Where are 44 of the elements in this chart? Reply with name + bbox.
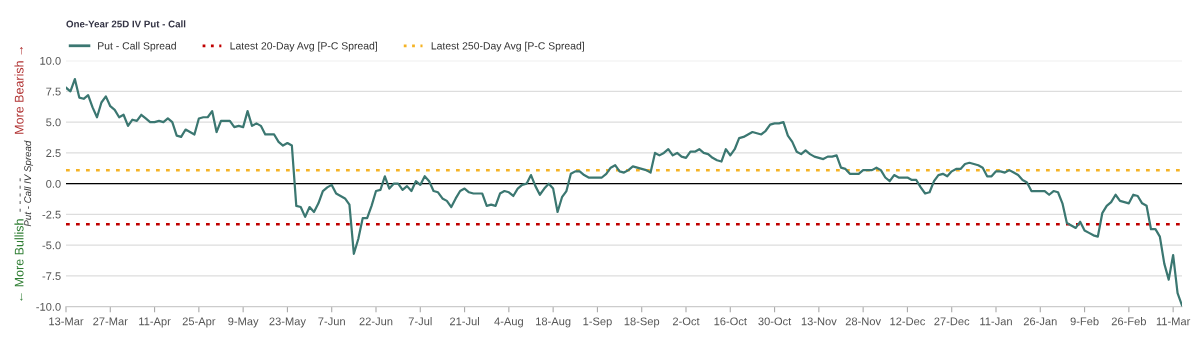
x-tick-label: 28-Nov <box>845 317 882 326</box>
x-tick-label: 16-Oct <box>714 317 747 326</box>
y-tick-label: 7.5 <box>46 87 61 96</box>
text: - - - - - <box>19 178 21 212</box>
x-tick-label: 11-Jan <box>980 317 1012 326</box>
y-tick-label: 5.0 <box>46 118 61 127</box>
y-tick-label: 2.5 <box>46 149 61 158</box>
y-tick-label: -2.5 <box>42 210 61 219</box>
x-tick-label: 13-Nov <box>801 317 837 326</box>
legend-label: Put - Call Spread <box>98 41 176 52</box>
y-tick-label: -7.5 <box>42 272 61 281</box>
x-tick-label: 18-Aug <box>536 317 571 328</box>
y-axis-title: Put - Call IV Spread <box>23 140 34 227</box>
x-tick-label: 30-Oct <box>758 317 792 326</box>
x-tick-label: 25-Apr <box>182 317 216 328</box>
legend-label: Latest 20-Day Avg [P-C Spread] <box>230 41 377 52</box>
y-tick-label: -5.0 <box>42 241 61 250</box>
x-tick-label: 21-Jul <box>450 317 479 326</box>
x-tick-label: 27-Mar <box>93 317 128 326</box>
x-tick-label: 11-Mar <box>1156 317 1191 326</box>
x-tick-label: 26-Feb <box>1111 317 1146 326</box>
x-tick-label: 12-Dec <box>890 317 926 326</box>
chart-title: One-Year 25D IV Put - Call <box>66 20 186 28</box>
x-tick-label: 18-Sep <box>624 317 660 328</box>
legend-label: Latest 250-Day Avg [P-C Spread] <box>431 41 584 52</box>
x-tick-label: 9-May <box>228 317 259 328</box>
y-tick-label: 10.0 <box>40 56 61 65</box>
x-tick-label: 11-Apr <box>139 317 171 328</box>
x-tick-label: 7-Jun <box>318 317 345 326</box>
x-tick-label: 2-Oct <box>672 317 700 326</box>
x-tick-label: 1-Sep <box>583 317 612 328</box>
x-tick-label: 13-Mar <box>49 317 84 326</box>
x-tick-label: 27-Dec <box>934 317 970 326</box>
text: ← More Bullish <box>14 219 24 301</box>
text: More Bearish → <box>14 47 24 134</box>
line-series <box>66 78 1182 307</box>
x-tick-label: 7-Jul <box>408 317 432 326</box>
x-tick-label: 23-May <box>269 317 306 328</box>
x-tick-label: 22-Jun <box>359 317 393 326</box>
x-tick-label: 26-Jan <box>1023 317 1057 326</box>
x-tick-label: 9-Feb <box>1070 317 1099 326</box>
y-tick-label: 0.0 <box>46 179 61 188</box>
y-tick-label: -10.0 <box>36 302 61 311</box>
x-tick-label: 4-Aug <box>494 317 523 328</box>
